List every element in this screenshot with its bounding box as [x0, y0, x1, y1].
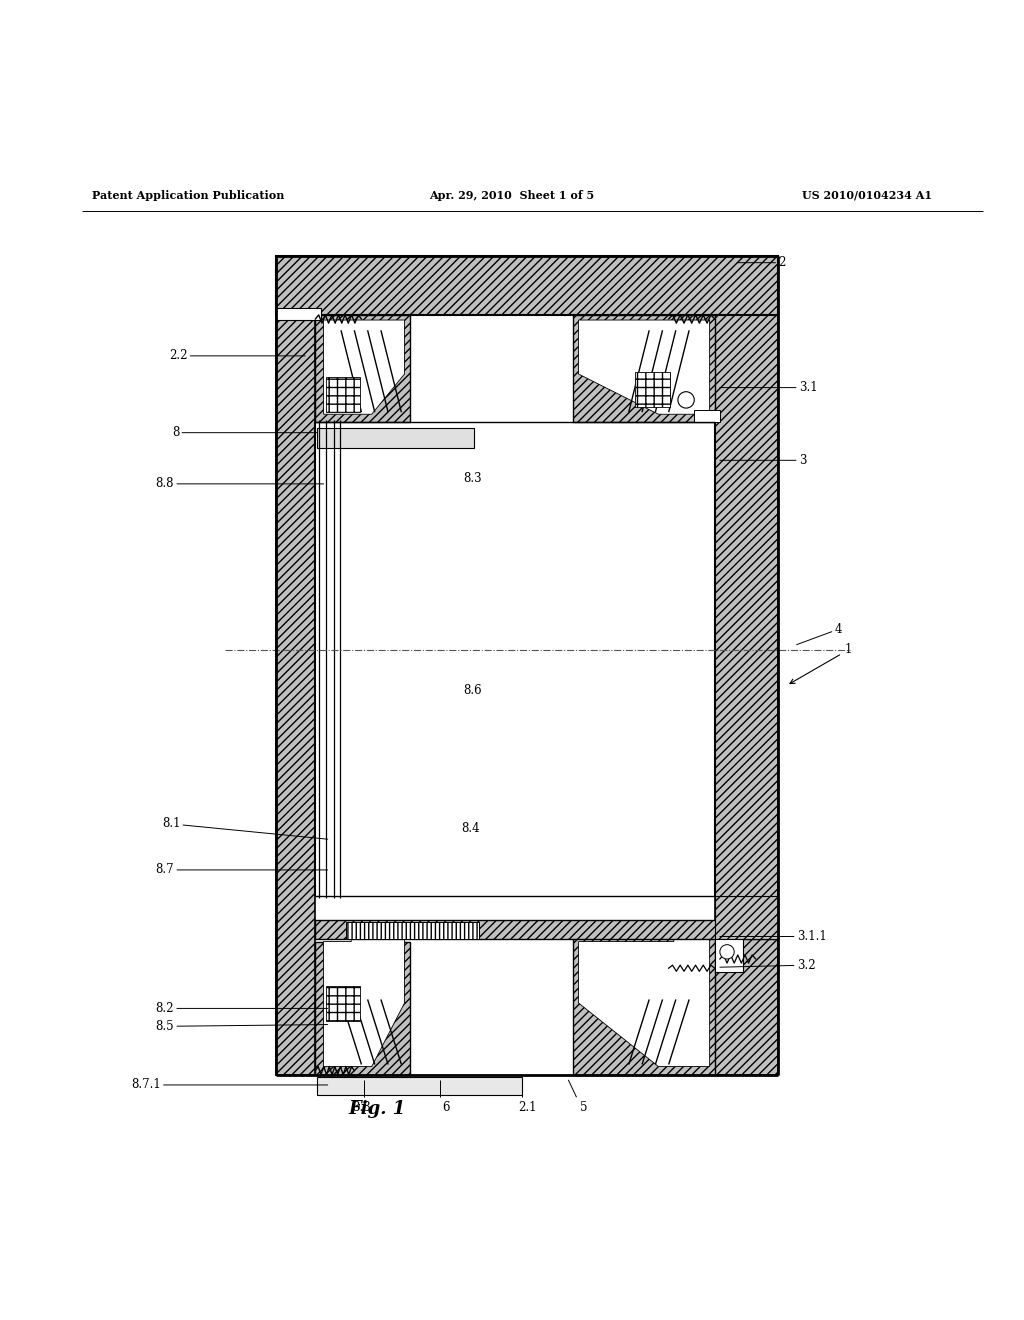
Text: 3.1.1: 3.1.1	[720, 931, 826, 942]
Text: 2.2: 2.2	[169, 350, 305, 363]
Bar	[326, 986, 360, 1020]
Bar	[573, 921, 715, 1074]
Text: 8.6: 8.6	[463, 684, 481, 697]
Bar	[715, 939, 743, 973]
Text: 3.1: 3.1	[720, 381, 817, 395]
Text: 3.2: 3.2	[720, 958, 815, 972]
Text: 5: 5	[580, 1101, 588, 1114]
Bar	[694, 411, 720, 422]
Text: 3.3: 3.3	[352, 1101, 371, 1114]
Text: 6: 6	[442, 1101, 451, 1114]
Text: 8.8: 8.8	[156, 478, 324, 490]
Bar	[715, 895, 778, 939]
Text: 3: 3	[720, 454, 806, 467]
Text: 8.1: 8.1	[162, 817, 328, 840]
Bar	[715, 315, 778, 1074]
Text: Fig. 1: Fig. 1	[348, 1100, 406, 1118]
Text: 8: 8	[172, 426, 317, 440]
Bar	[315, 941, 410, 1074]
Bar	[317, 1077, 522, 1096]
Circle shape	[678, 392, 694, 408]
Polygon shape	[324, 927, 404, 1067]
Bar	[635, 372, 670, 407]
Text: 8.3: 8.3	[463, 473, 481, 486]
Bar	[276, 256, 778, 315]
Text: 8.2: 8.2	[156, 1002, 328, 1015]
Polygon shape	[579, 319, 710, 414]
Circle shape	[720, 945, 734, 960]
Bar	[315, 315, 410, 422]
Text: 2: 2	[737, 256, 785, 269]
Text: 4: 4	[797, 623, 842, 644]
Text: 8.4: 8.4	[461, 822, 479, 836]
Bar	[573, 315, 715, 422]
Polygon shape	[579, 927, 710, 1067]
Bar	[326, 378, 360, 412]
Text: 8.7: 8.7	[156, 863, 328, 876]
Text: Patent Application Publication: Patent Application Publication	[92, 190, 285, 201]
Bar	[346, 923, 479, 939]
Bar	[276, 308, 321, 319]
Bar	[276, 315, 315, 1074]
Text: 8.7.1: 8.7.1	[131, 1078, 328, 1092]
Text: 1: 1	[790, 643, 852, 684]
Bar	[315, 920, 778, 939]
Text: 2.1: 2.1	[518, 1101, 537, 1114]
Text: 8.5: 8.5	[156, 1020, 328, 1032]
Polygon shape	[324, 319, 404, 414]
Text: Apr. 29, 2010  Sheet 1 of 5: Apr. 29, 2010 Sheet 1 of 5	[429, 190, 595, 201]
Bar	[317, 428, 474, 447]
Text: US 2010/0104234 A1: US 2010/0104234 A1	[802, 190, 932, 201]
